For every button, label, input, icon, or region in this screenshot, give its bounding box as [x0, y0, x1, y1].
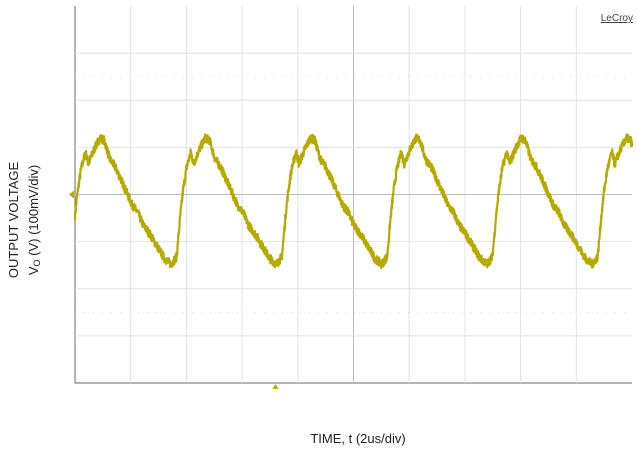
- y-label-suffix: (V) (100mV/div): [26, 165, 41, 260]
- trace-layer: [73, 133, 634, 270]
- marker-layer: [69, 190, 279, 389]
- y-label-prefix: V: [26, 266, 41, 275]
- y-axis-label-line1: OUTPUT VOLTAGE: [6, 162, 21, 279]
- brand-label: LeCroy: [601, 13, 633, 24]
- x-axis-label: TIME, t (2us/div): [310, 431, 405, 446]
- grid-layer: [75, 6, 632, 383]
- ground-level-marker: [69, 190, 74, 199]
- y-axis-label-line2: VO (V) (100mV/div): [26, 165, 42, 275]
- y-label-subscript: O: [32, 259, 42, 266]
- output-voltage-trace: [73, 133, 634, 270]
- trigger-position-marker: [272, 384, 279, 389]
